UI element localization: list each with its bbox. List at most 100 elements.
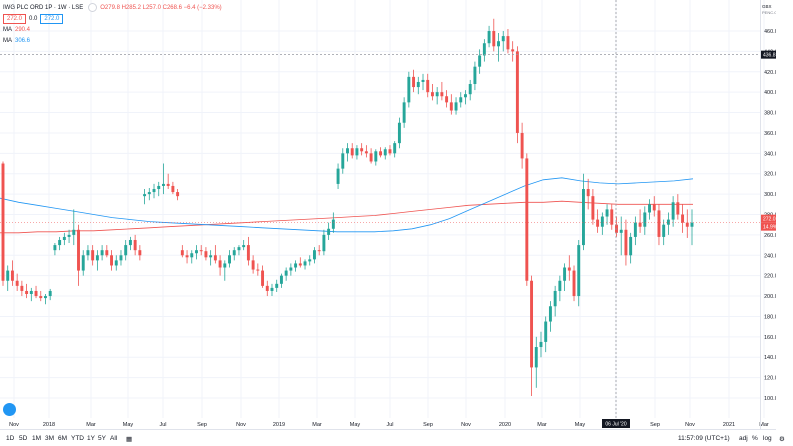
candle-body [610, 209, 614, 225]
y-tick-label: 140.0 [764, 355, 776, 361]
candle-body [251, 260, 255, 270]
candle-body [10, 270, 14, 281]
goto-date-icon[interactable]: ▦ [126, 436, 133, 443]
x-tick-label: Nov [9, 422, 19, 428]
x-tick-label: May [350, 422, 361, 428]
candle-body [497, 41, 500, 47]
visibility-eye-icon[interactable] [88, 3, 98, 12]
candle-body [303, 261, 307, 266]
candle-body [58, 239, 62, 246]
candle-body [482, 43, 486, 56]
candle-body [25, 290, 29, 295]
ma2-value: 306.6 [15, 38, 31, 44]
candle-body [34, 290, 38, 297]
range-5y-button[interactable]: 5Y [98, 435, 106, 442]
candle-body [279, 275, 283, 284]
log-toggle[interactable]: log [763, 435, 772, 442]
spread-value: 0.0 [29, 16, 38, 22]
range-1m-button[interactable]: 1M [32, 435, 42, 442]
candle-body [430, 92, 434, 97]
candlestick-chart[interactable]: 100.0 120.0 140.0 160.0 180.0 200.0 220.0 240.0… [0, 0, 776, 430]
candle-body [313, 250, 316, 260]
current-price-label: 272.0 [763, 217, 776, 223]
candle-body [294, 263, 298, 268]
candle-body [53, 245, 57, 251]
current-pct-badge [761, 222, 776, 231]
candle-body [445, 96, 449, 103]
candle-body [29, 290, 33, 295]
y-tick-label: 180.0 [764, 314, 776, 320]
range-all-button[interactable]: All [110, 435, 118, 442]
x-tick-label: Sep [197, 422, 207, 428]
range-ytd-button[interactable]: YTD [71, 435, 84, 442]
candle-body [671, 202, 675, 220]
candle-body [581, 189, 585, 246]
candle-body [133, 239, 137, 251]
candle-body [152, 189, 156, 193]
candle-body [128, 239, 132, 246]
settings-gear-icon[interactable]: ⚙ [779, 436, 785, 443]
candle-body [449, 102, 453, 111]
price-marker-label: 436.8 [763, 53, 776, 59]
candle-body [393, 143, 397, 154]
adj-toggle[interactable]: adj [739, 435, 748, 442]
candle-body [567, 267, 571, 271]
candle-body [600, 216, 604, 227]
x-tick-label: 2021 [723, 422, 735, 428]
candle-body [591, 196, 595, 220]
candle-body [553, 290, 557, 307]
ma2-legend[interactable]: MA 306.6 [3, 38, 30, 44]
candle-body [171, 185, 175, 193]
tradingview-logo-icon[interactable] [3, 403, 16, 416]
candle-body [105, 250, 109, 256]
x-tick-label: Mar [537, 422, 547, 428]
candle-body [6, 270, 10, 281]
candle-body [124, 245, 128, 256]
candle-body [256, 269, 260, 271]
buy-price-box[interactable]: 272.0 [40, 14, 64, 24]
candle-body [681, 214, 685, 223]
candle-body [478, 55, 482, 67]
ma-line-blue [0, 177, 694, 233]
candle-body [289, 267, 293, 271]
candle-body [355, 148, 359, 156]
candle-body [487, 31, 491, 44]
range-1y-button[interactable]: 1Y [87, 435, 95, 442]
y-tick-label: 200.0 [764, 294, 776, 300]
y-tick-label: 100.0 [764, 396, 776, 402]
candle-body [407, 76, 411, 103]
candle-body [426, 79, 430, 93]
y-tick-label: 360.0 [764, 131, 776, 137]
candle-body [237, 247, 241, 251]
candle-body [308, 259, 312, 262]
candle-body [185, 255, 189, 258]
candle-body [563, 267, 567, 281]
candle-body [539, 341, 543, 348]
candle-body [44, 296, 47, 299]
candle-body [95, 255, 99, 261]
clock[interactable]: 11:57:09 (UTC+1) [678, 435, 730, 442]
range-5d-button[interactable]: 5D [19, 435, 28, 442]
candle-body [534, 347, 538, 368]
ma-line-red [0, 200, 693, 234]
ma1-legend[interactable]: MA 290.4 [3, 27, 30, 33]
range-3m-button[interactable]: 3M [45, 435, 55, 442]
x-tick-label: May [575, 422, 586, 428]
range-6m-button[interactable]: 6M [58, 435, 68, 442]
candle-body [20, 285, 24, 291]
sell-price-box[interactable]: 272.0 [3, 14, 27, 24]
candle-body [15, 280, 19, 286]
candle-body [48, 290, 52, 297]
candle-body [81, 255, 85, 271]
candle-body [91, 250, 95, 261]
range-1d-button[interactable]: 1D [6, 435, 15, 442]
candle-body [648, 204, 651, 213]
candle-body [138, 250, 142, 256]
candle-body [619, 229, 623, 233]
candle-body [67, 234, 71, 237]
candle-body [657, 210, 661, 237]
percent-toggle[interactable]: % [752, 435, 758, 442]
x-tick-label: Jul [386, 422, 393, 428]
candle-body [468, 84, 472, 95]
chart-area[interactable]: 100.0 120.0 140.0 160.0 180.0 200.0 220.0 240.0… [0, 0, 776, 430]
